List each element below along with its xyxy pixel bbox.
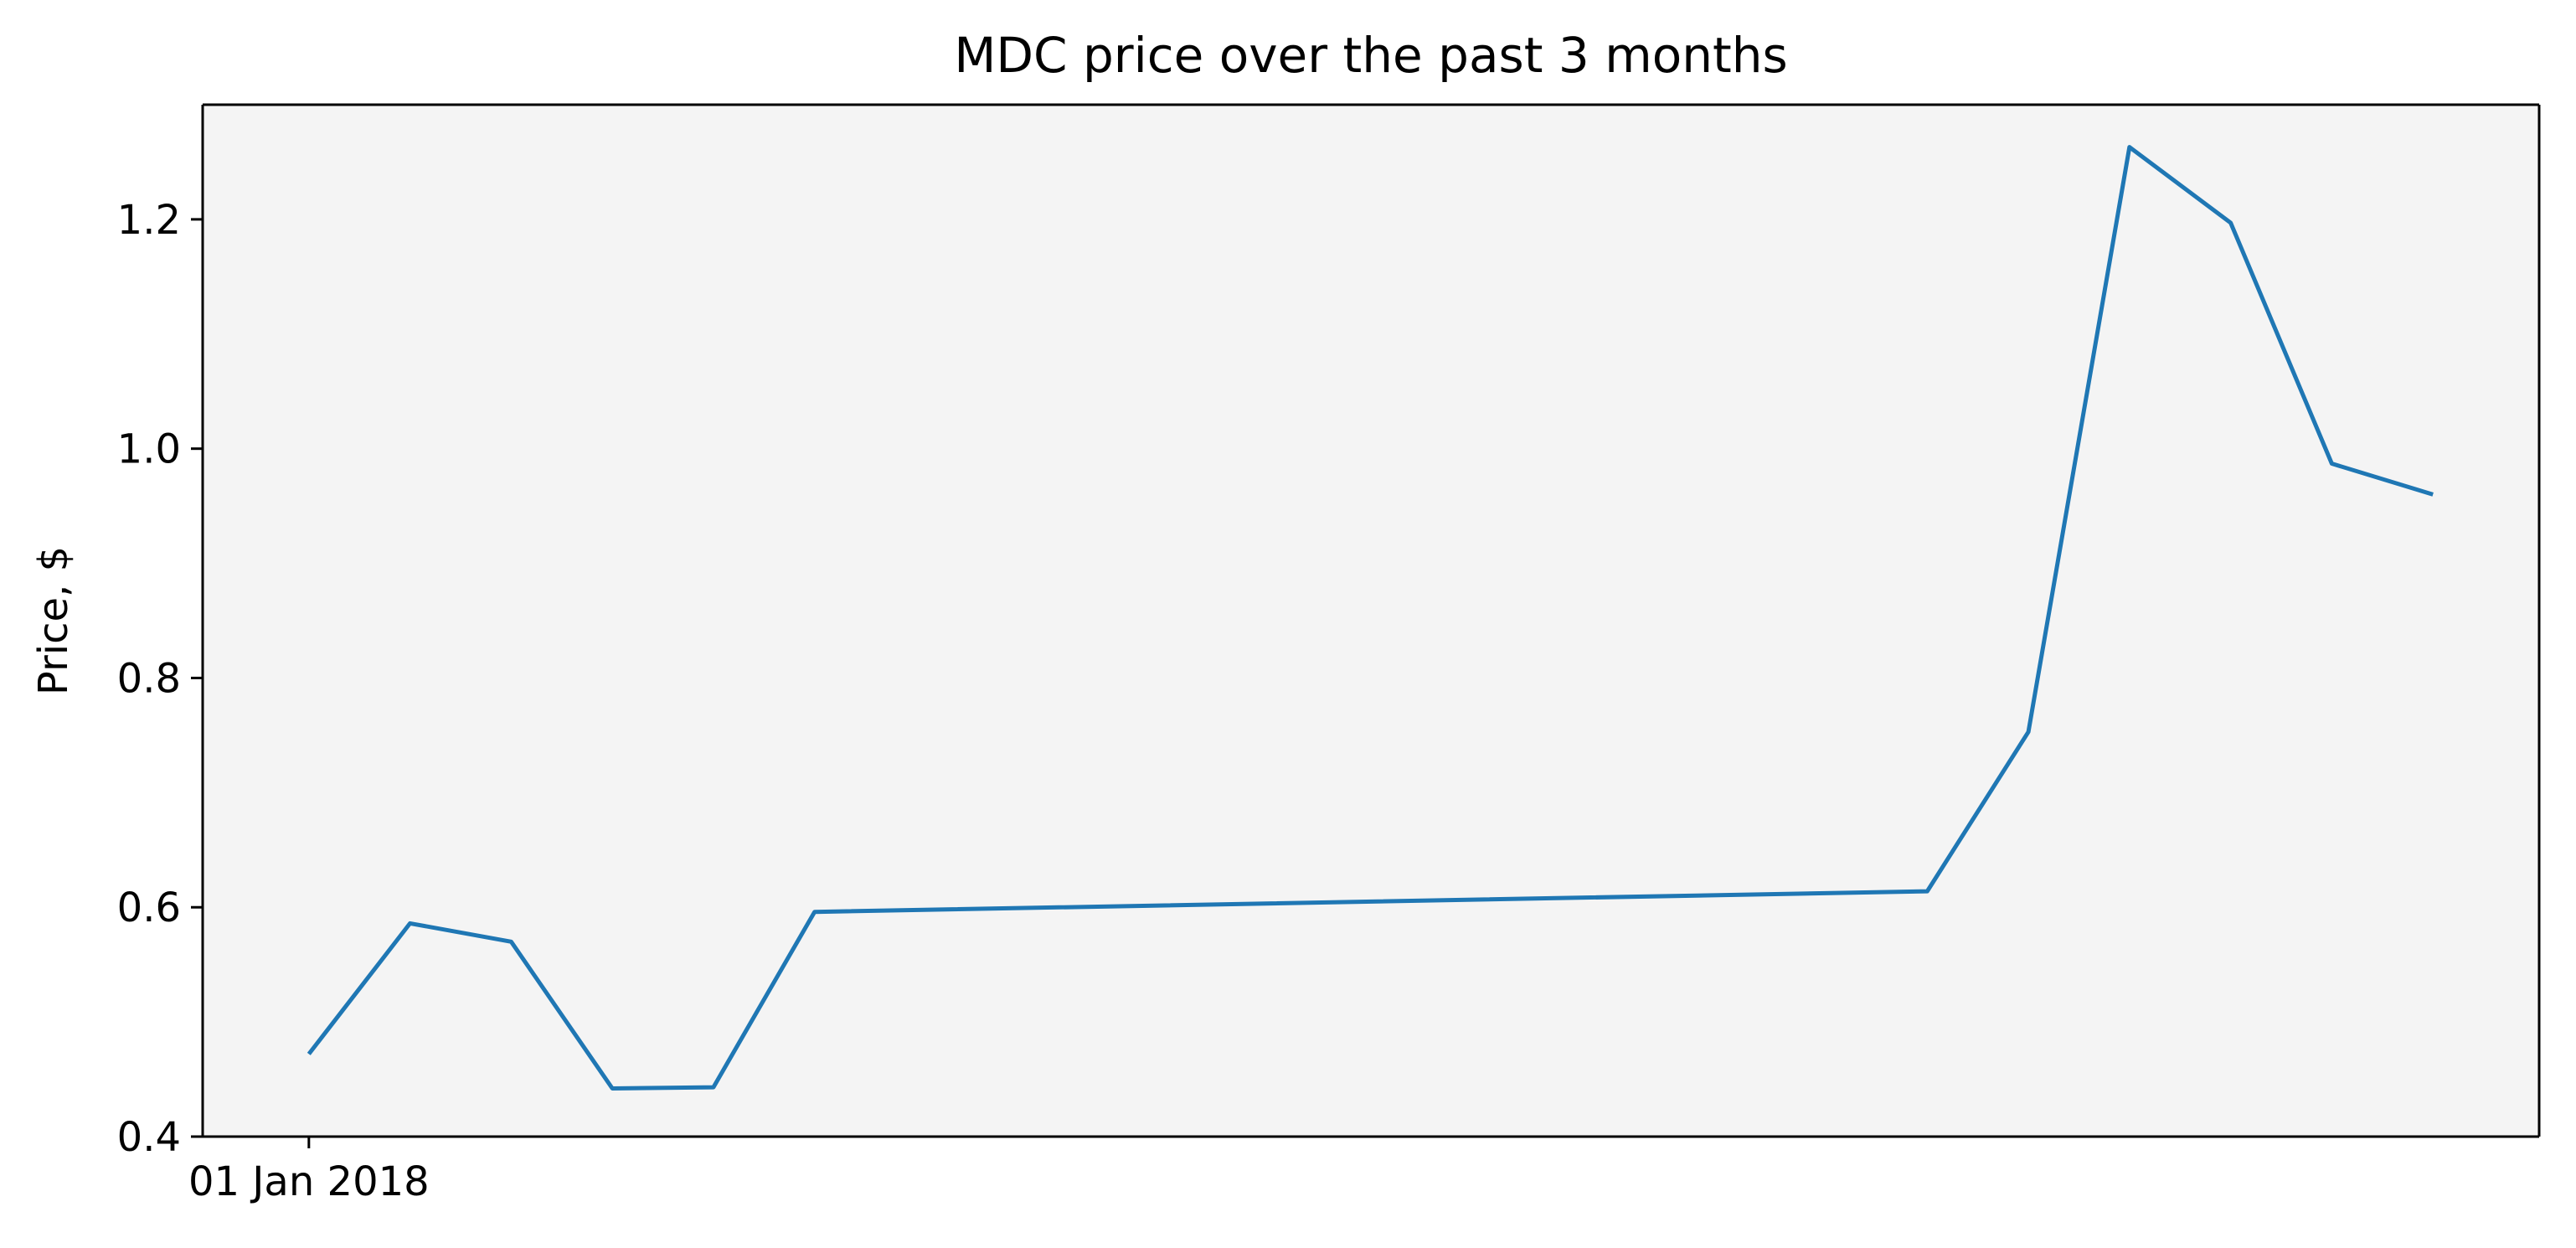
x-ticks: 01 Jan 2018 xyxy=(188,1137,430,1205)
price-series-line xyxy=(307,145,2434,1091)
y-tick-label: 0.4 xyxy=(117,1114,181,1161)
x-tick-label: 01 Jan 2018 xyxy=(188,1158,430,1205)
y-tick-label: 1.0 xyxy=(117,426,181,473)
chart-title: MDC price over the past 3 months xyxy=(954,27,1787,84)
y-tick-label: 0.6 xyxy=(117,884,181,931)
y-ticks: 0.4 0.6 0.8 1.0 1.2 xyxy=(117,197,203,1161)
y-tick-label: 1.2 xyxy=(117,197,181,244)
series-layer xyxy=(307,145,2434,1091)
y-tick-label: 0.8 xyxy=(117,655,181,702)
y-axis-label: Price, $ xyxy=(30,546,77,695)
plot-area xyxy=(203,105,2539,1137)
axes-layer xyxy=(201,103,2541,1138)
